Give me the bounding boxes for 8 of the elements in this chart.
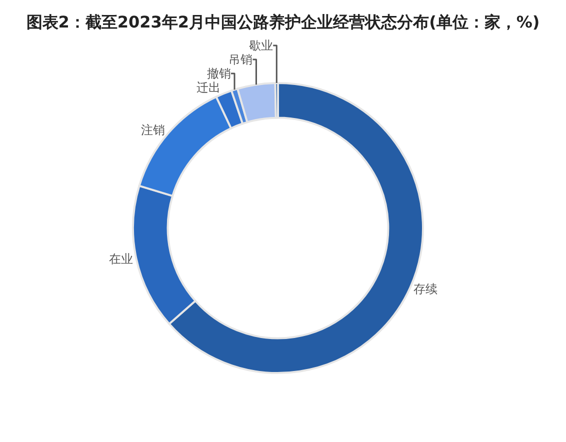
slice-label: 在业	[108, 252, 133, 266]
chart-title: 图表2：截至2023年2月中国公路养护企业经营状态分布(单位：家，%)	[26, 12, 540, 32]
slice-label: 歇业	[249, 38, 274, 52]
slice-label: 注销	[140, 123, 165, 138]
slice-label: 迁出	[196, 80, 220, 94]
slice-label: 吊销	[228, 52, 253, 66]
slice-label: 撤销	[206, 66, 231, 80]
slice-label: 存续	[414, 282, 438, 296]
